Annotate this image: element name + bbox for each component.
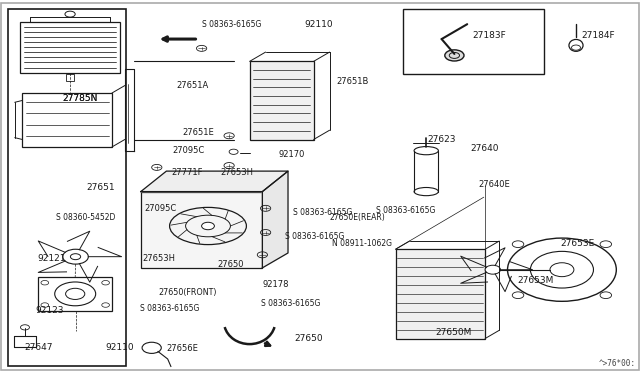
Text: 27650: 27650 xyxy=(294,334,323,343)
Bar xyxy=(8,9,126,366)
Bar xyxy=(250,61,314,140)
Text: 92178: 92178 xyxy=(262,280,289,289)
Text: 27184F: 27184F xyxy=(581,31,615,40)
Text: S 08363-6165G: S 08363-6165G xyxy=(293,208,353,217)
Text: 27785N: 27785N xyxy=(63,94,98,103)
Circle shape xyxy=(63,249,88,264)
Text: 27653M: 27653M xyxy=(517,276,554,285)
Text: S 08363-6165G: S 08363-6165G xyxy=(376,206,436,215)
Text: 92123: 92123 xyxy=(35,306,64,315)
Bar xyxy=(141,192,262,268)
Text: 27640E: 27640E xyxy=(479,180,511,189)
Text: 27771F: 27771F xyxy=(172,169,203,177)
Text: 27653H: 27653H xyxy=(142,254,175,263)
Text: 27651: 27651 xyxy=(86,183,115,192)
Polygon shape xyxy=(250,61,314,140)
Circle shape xyxy=(550,263,574,277)
Text: 92110: 92110 xyxy=(106,343,134,352)
Text: 27623: 27623 xyxy=(428,135,456,144)
Text: S 08363-6165G: S 08363-6165G xyxy=(285,232,344,241)
Text: 92121: 92121 xyxy=(37,254,66,263)
Text: 27650E(REAR): 27650E(REAR) xyxy=(330,213,385,222)
Text: S 08363-6165G: S 08363-6165G xyxy=(140,304,199,313)
Bar xyxy=(403,9,544,74)
Text: 27650M: 27650M xyxy=(435,328,472,337)
Text: 92110: 92110 xyxy=(304,20,333,29)
Polygon shape xyxy=(141,192,262,268)
Text: S 08360-5452D: S 08360-5452D xyxy=(56,213,116,222)
Text: N 08911-1062G: N 08911-1062G xyxy=(332,239,392,248)
Text: 27650(FRONT): 27650(FRONT) xyxy=(159,288,217,296)
Circle shape xyxy=(485,265,500,274)
Text: 27653E: 27653E xyxy=(560,239,595,248)
Text: 27650: 27650 xyxy=(218,260,244,269)
Text: 92170: 92170 xyxy=(278,150,305,159)
Circle shape xyxy=(202,222,214,230)
Polygon shape xyxy=(262,171,288,268)
Text: 27095C: 27095C xyxy=(144,204,176,213)
Text: 27183F: 27183F xyxy=(472,31,506,40)
Bar xyxy=(67,74,74,81)
Circle shape xyxy=(445,50,464,61)
Bar xyxy=(396,249,485,339)
Polygon shape xyxy=(396,249,485,339)
Text: S 08363-6165G: S 08363-6165G xyxy=(261,299,321,308)
Bar xyxy=(20,22,120,73)
Text: ^>76*00:: ^>76*00: xyxy=(598,359,636,368)
Text: 27095C: 27095C xyxy=(173,146,205,155)
Polygon shape xyxy=(141,171,288,192)
Text: 27656E: 27656E xyxy=(166,344,198,353)
Text: 27651E: 27651E xyxy=(182,128,214,137)
Text: S 08363-6165G: S 08363-6165G xyxy=(202,20,261,29)
Text: 27651B: 27651B xyxy=(336,77,369,86)
Text: 27647: 27647 xyxy=(24,343,53,352)
Text: 27785N: 27785N xyxy=(63,94,98,103)
Text: 27651A: 27651A xyxy=(176,81,208,90)
Bar xyxy=(38,277,112,311)
Text: 27653H: 27653H xyxy=(221,169,254,177)
Text: 27640: 27640 xyxy=(470,144,499,153)
Bar xyxy=(22,93,112,147)
